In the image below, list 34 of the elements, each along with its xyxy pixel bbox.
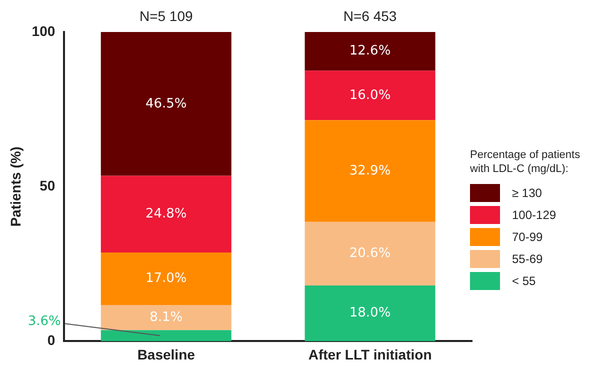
data-label: 3.6% bbox=[28, 314, 61, 330]
data-label: 18.0% bbox=[349, 306, 391, 321]
bar bbox=[304, 70, 436, 120]
legend-label: ≥ 130 bbox=[512, 186, 542, 200]
bar bbox=[100, 330, 232, 342]
y-tick-label: 50 bbox=[40, 177, 56, 194]
legend-label: 55-69 bbox=[512, 252, 543, 266]
legend-label: 100-129 bbox=[512, 208, 556, 222]
legend-label: < 55 bbox=[512, 274, 536, 288]
data-label: 12.6% bbox=[349, 44, 391, 59]
bar bbox=[304, 222, 436, 286]
data-label: 17.0% bbox=[145, 271, 187, 286]
data-label: 24.8% bbox=[145, 206, 187, 222]
y-tick-label: 0 bbox=[47, 332, 56, 348]
y-tick-label: 100 bbox=[32, 22, 56, 39]
bar bbox=[304, 32, 436, 71]
legend-label: 70-99 bbox=[512, 230, 543, 244]
data-label: 32.9% bbox=[349, 163, 391, 178]
bar bbox=[304, 120, 436, 222]
bar bbox=[100, 32, 232, 176]
data-label: 46.5% bbox=[145, 96, 187, 112]
legend-title: Percentage of patients with LDL-C (mg/dL): bbox=[470, 148, 582, 176]
data-label: 16.0% bbox=[349, 88, 391, 103]
data-label: 8.1% bbox=[150, 310, 183, 325]
data-label: 20.6% bbox=[349, 246, 391, 262]
bar bbox=[100, 252, 232, 306]
annotation: N=6 453 bbox=[343, 8, 397, 24]
x-tick-label: After LLT initiation bbox=[308, 346, 432, 362]
bar bbox=[100, 305, 232, 330]
bar bbox=[100, 176, 232, 252]
x-tick-label: Baseline bbox=[137, 346, 196, 362]
annotation: N=5 109 bbox=[139, 8, 193, 24]
y-axis-title: Patients (%) bbox=[7, 146, 24, 227]
bar bbox=[304, 286, 436, 342]
